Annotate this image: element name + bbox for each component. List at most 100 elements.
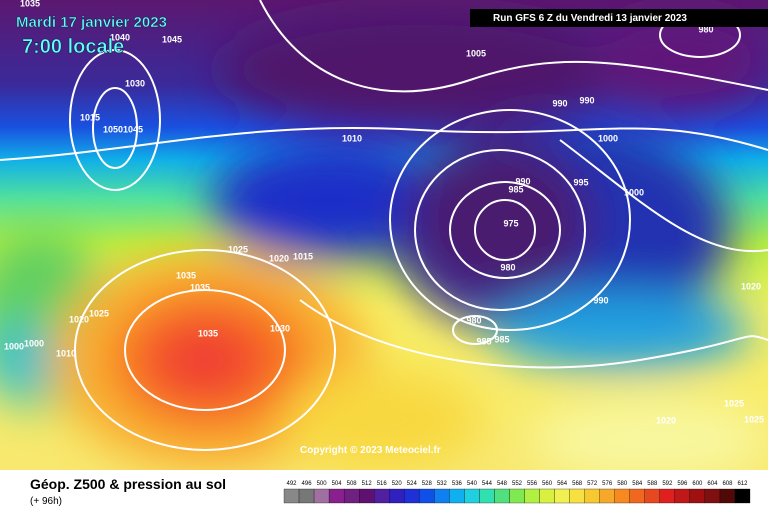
isobar-label: 980 [698, 24, 713, 34]
scale-label: 548 [497, 481, 508, 487]
isobar-label: 990 [515, 176, 530, 186]
scale-swatch [313, 488, 330, 504]
scale-swatch [659, 488, 675, 504]
scale-label: 536 [452, 481, 463, 487]
isobar-label: 1025 [744, 414, 764, 424]
scale-swatch [359, 488, 375, 504]
run-info: Run GFS 6 Z du Vendredi 13 janvier 2023 [493, 13, 687, 24]
scale-label: 568 [572, 481, 583, 487]
scale-label: 520 [392, 481, 403, 487]
scale-swatch [509, 488, 525, 504]
scale-label: 572 [587, 481, 598, 487]
scale-label: 528 [422, 481, 433, 487]
scale-label: 512 [362, 481, 373, 487]
scale-swatch [539, 488, 555, 504]
isobar-label: 1025 [89, 308, 109, 318]
scale-label: 556 [527, 481, 538, 487]
isobar-label: 980 [466, 315, 481, 325]
isobar-label: 1000 [624, 187, 644, 197]
scale-swatch [464, 488, 480, 504]
isobar-label: 985 [494, 334, 509, 344]
scale-label: 552 [512, 481, 523, 487]
scale-swatch [524, 488, 540, 504]
scale-label: 588 [647, 481, 658, 487]
isobar-label: 1000 [598, 133, 618, 143]
geopotential-field [0, 0, 768, 480]
scale-label: 544 [482, 481, 493, 487]
isobars [0, 0, 768, 450]
isobar-label: 1030 [125, 78, 145, 88]
isobar-label: 1030 [270, 323, 290, 333]
scale-swatch [554, 488, 570, 504]
scale-label: 504 [332, 481, 343, 487]
isobar-label: 1045 [123, 124, 143, 134]
scale-swatch [479, 488, 495, 504]
isobar-label: 990 [593, 295, 608, 305]
scale-swatch [569, 488, 585, 504]
scale-label: 500 [317, 481, 328, 487]
lead-time: (+ 96h) [30, 496, 62, 507]
isobar-label: 1020 [656, 415, 676, 425]
scale-label: 496 [302, 481, 313, 487]
scale-swatch [719, 488, 736, 504]
isobar-label: 1035 [176, 270, 196, 280]
copyright: Copyright © 2023 Meteociel.fr [300, 445, 441, 456]
scale-label: 576 [602, 481, 613, 487]
isobar-label: 1045 [162, 34, 182, 44]
isobar-label: 1005 [466, 48, 486, 58]
scale-swatch [494, 488, 510, 504]
scale-swatch [704, 488, 721, 504]
scale-swatch [328, 488, 345, 504]
scale-swatch [629, 488, 645, 504]
scale-label: 592 [662, 481, 673, 487]
isobar-label: 1025 [228, 244, 248, 254]
scale-label: 516 [377, 481, 388, 487]
isobar-label: 985 [476, 336, 491, 346]
isobar-label: 1040 [110, 32, 130, 42]
scale-label: 492 [287, 481, 298, 487]
scale-label: 608 [722, 481, 733, 487]
isobar-label: 1010 [342, 133, 362, 143]
scale-label: 540 [467, 481, 478, 487]
isobar-label: 995 [573, 177, 588, 187]
scale-label: 508 [347, 481, 358, 487]
isobar-label: 975 [503, 218, 518, 228]
forecast-time: 7:00 locale [22, 36, 124, 58]
color-scale: 492 496 500 504 508 512 516 520 524 528 532 536 540 5… [283, 481, 751, 504]
scale-label: 584 [632, 481, 643, 487]
isobar-label: 1015 [80, 112, 100, 122]
scale-swatch [434, 488, 450, 504]
isobar-label: 1035 [190, 282, 210, 292]
forecast-date: Mardi 17 janvier 2023 [16, 14, 167, 31]
isobar-label: 1015 [293, 251, 313, 261]
isobar-label: 980 [500, 262, 515, 272]
scale-label: 612 [737, 481, 748, 487]
scale-swatch [404, 488, 420, 504]
isobar-label: 990 [552, 98, 567, 108]
isobar-label: 1035 [198, 328, 218, 338]
scale-label: 600 [692, 481, 703, 487]
scale-swatch [419, 488, 435, 504]
isobar-label: 1000 [24, 338, 44, 348]
isobar-label: 1010 [56, 348, 76, 358]
legend-title: Géop. Z500 & pression au sol [30, 476, 226, 492]
isobar-label: 985 [508, 184, 523, 194]
scale-label: 560 [542, 481, 553, 487]
scale-label: 580 [617, 481, 628, 487]
scale-swatch [298, 488, 315, 504]
run-box [470, 9, 768, 27]
scale-swatch [674, 488, 691, 504]
scale-swatch [644, 488, 660, 504]
scale-swatch [599, 488, 615, 504]
scale-swatch [389, 488, 405, 504]
scale-swatch [283, 488, 300, 504]
scale-swatch [689, 488, 706, 504]
scale-swatch [374, 488, 390, 504]
isobar-label: 990 [579, 95, 594, 105]
isobar-label: 1020 [741, 281, 761, 291]
scale-swatch [449, 488, 465, 504]
scale-swatch [343, 488, 360, 504]
